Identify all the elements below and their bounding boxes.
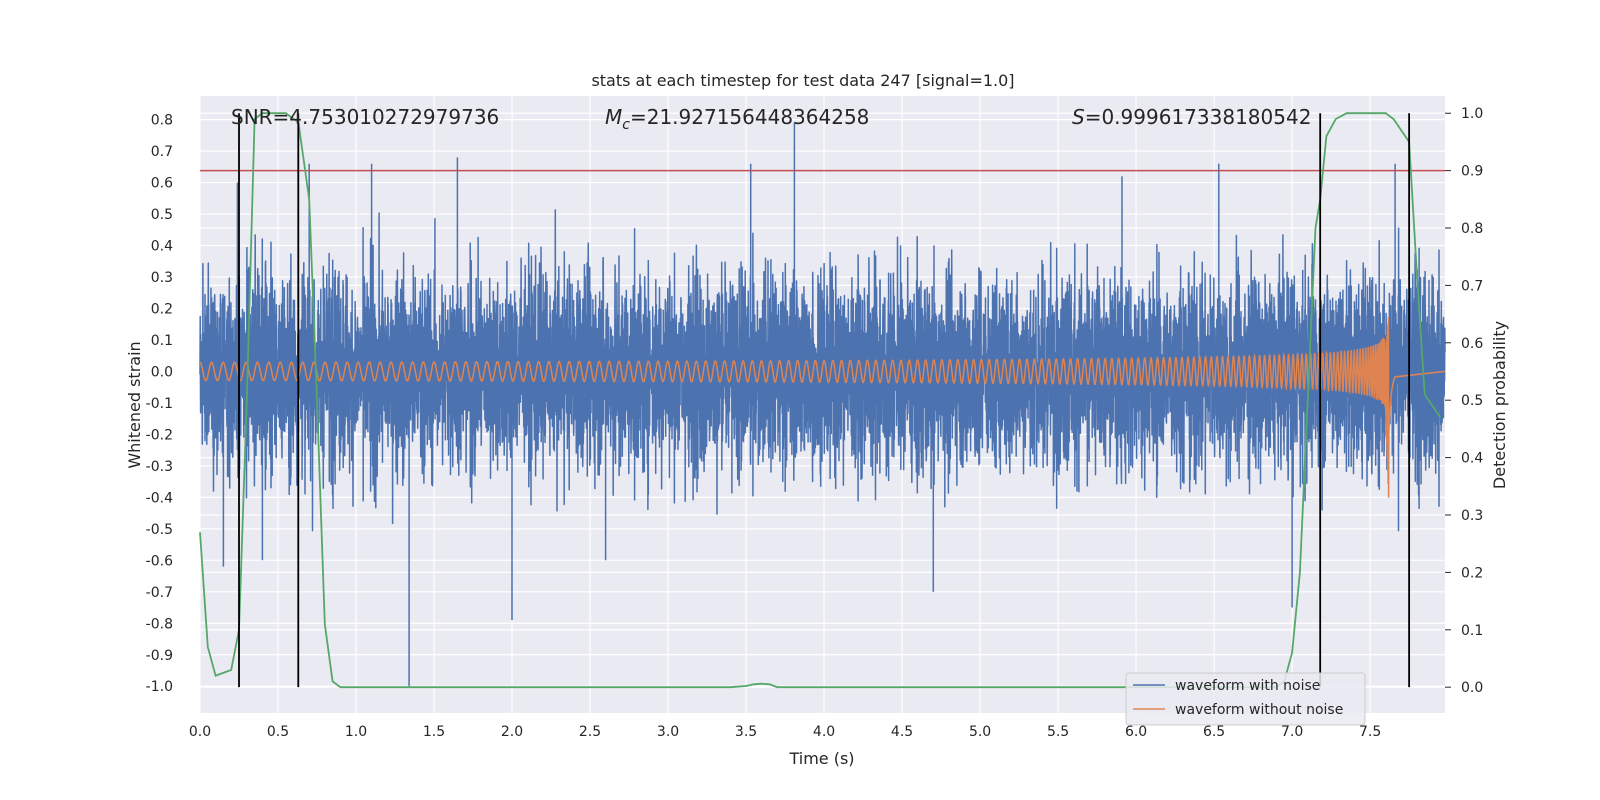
- x-tick-label: 3.5: [735, 724, 757, 740]
- marker-lines: [238, 113, 1411, 688]
- y-tick-label: 0.7: [151, 144, 173, 160]
- y-tick-label: -1.0: [146, 679, 173, 695]
- clean-waveform-line: [199, 317, 1446, 498]
- x-tick-labels: 0.0 0.5 1.0 1.5 2.0 2.5 3.0 3.5 4.0 4.5 5.0 5.5 6.0 6…: [189, 724, 1381, 740]
- probability-line: [199, 112, 1442, 689]
- series-waveform-without-noise: [199, 317, 1446, 498]
- chirp-mass-subscript: c: [622, 117, 630, 133]
- x-tick-label: 5.5: [1047, 724, 1069, 740]
- y-tick-label: -0.8: [146, 616, 173, 632]
- y-tick-label: 0.8: [151, 113, 173, 129]
- y2-tick-label: 0.7: [1461, 278, 1483, 294]
- y2-tick-label: 0.6: [1461, 336, 1483, 352]
- y2-tick-label: 0.1: [1461, 623, 1483, 639]
- y-tick-labels: 0.8 0.7 0.6 0.5 0.4 0.3 0.2 0.1 0.0 -0.1 -0.2 -0.3 -…: [146, 113, 173, 696]
- legend-label-with-noise: waveform with noise: [1175, 678, 1320, 694]
- x-tick-label: 6.5: [1203, 724, 1225, 740]
- y2-tick-label: 0.2: [1461, 565, 1483, 581]
- legend-label-without-noise: waveform without noise: [1175, 702, 1343, 718]
- x-tick-label: 7.0: [1281, 724, 1303, 740]
- chirp-mass-annotation: Mc=21.927156448364258: [605, 105, 869, 133]
- snr-annotation: SNR=4.753010272979736: [231, 105, 499, 129]
- legend-frame: [1125, 672, 1366, 726]
- y-tick-label: 0.5: [151, 207, 173, 223]
- y2-tick-label: 0.9: [1461, 164, 1483, 180]
- y-tick-label: -0.7: [146, 585, 173, 601]
- series-detection-probability: [199, 112, 1442, 689]
- x-tick-label: 6.0: [1125, 724, 1147, 740]
- y2-tick-label: 1.0: [1461, 106, 1483, 122]
- chirp-mass-value: =21.927156448364258: [630, 105, 869, 129]
- y-tick-label: 0.4: [151, 239, 173, 255]
- x-tick-label: 2.5: [579, 724, 601, 740]
- y-tick-label: 0.6: [151, 176, 173, 192]
- y-tick-label: 0.1: [151, 333, 173, 349]
- x-tick-label: 1.0: [345, 724, 367, 740]
- y-tick-label: -0.5: [146, 522, 173, 538]
- x-tick-label: 3.0: [657, 724, 679, 740]
- y-axis-label: Whitened strain: [125, 341, 144, 468]
- legend: waveform with noise waveform without noi…: [1125, 672, 1366, 726]
- y-tick-label: 0.0: [151, 364, 173, 380]
- x-tick-label: 7.5: [1359, 724, 1381, 740]
- x-axis-label: Time (s): [788, 749, 854, 768]
- y-tick-label: -0.2: [146, 427, 173, 443]
- y2-tick-label: 0.4: [1461, 451, 1483, 467]
- y2-tick-label: 0.8: [1461, 221, 1483, 237]
- y2-tick-label: 0.3: [1461, 508, 1483, 524]
- x-tick-label: 2.0: [501, 724, 523, 740]
- x-tick-label: 4.5: [891, 724, 913, 740]
- y-tick-label: 0.2: [151, 301, 173, 317]
- x-tick-label: 4.0: [813, 724, 835, 740]
- significance-value: =0.999617338180542: [1085, 105, 1312, 129]
- y2-axis-label: Detection probability: [1490, 321, 1509, 489]
- y-tick-label: -0.4: [146, 490, 173, 506]
- x-tick-label: 0.0: [189, 724, 211, 740]
- chirp-mass-symbol: M: [605, 105, 622, 129]
- chart-title: stats at each timestep for test data 247…: [591, 71, 1014, 90]
- y2-tick-labels: 1.0 0.9 0.8 0.7 0.6 0.5 0.4 0.3 0.2 0.1 0.0: [1445, 106, 1483, 696]
- x-tick-label: 5.0: [969, 724, 991, 740]
- y2-tick-label: 0.5: [1461, 393, 1483, 409]
- y-tick-label: -0.1: [146, 396, 173, 412]
- y-tick-label: -0.6: [146, 553, 173, 569]
- y-tick-label: -0.3: [146, 459, 173, 475]
- y-tick-label: -0.9: [146, 648, 173, 664]
- x-tick-label: 1.5: [423, 724, 445, 740]
- significance-symbol: S: [1072, 105, 1085, 129]
- y2-tick-label: 0.0: [1461, 680, 1483, 696]
- x-tick-label: 0.5: [267, 724, 289, 740]
- significance-annotation: S=0.999617338180542: [1072, 105, 1311, 129]
- y-tick-label: 0.3: [151, 270, 173, 286]
